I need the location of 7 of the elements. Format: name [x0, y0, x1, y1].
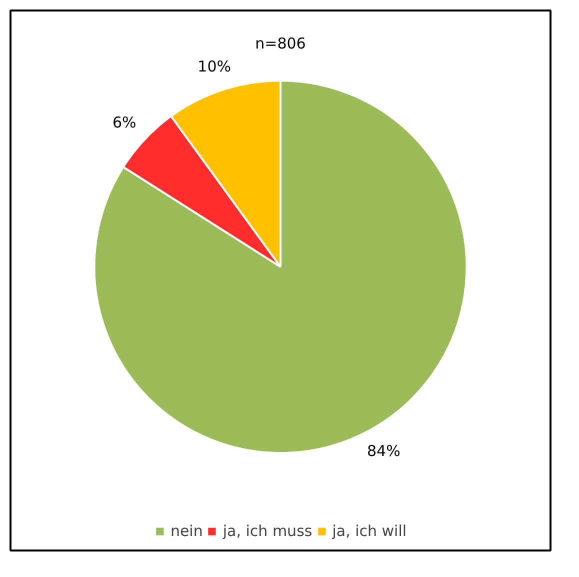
legend-label: ja, ich will [332, 522, 407, 540]
data-label: 84% [366, 442, 400, 460]
chart-title: n=806 [255, 34, 306, 52]
data-label: 6% [112, 114, 136, 132]
data-label: 10% [198, 58, 231, 76]
legend-label: ja, ich muss [222, 522, 312, 540]
legend-label: nein [170, 522, 203, 540]
